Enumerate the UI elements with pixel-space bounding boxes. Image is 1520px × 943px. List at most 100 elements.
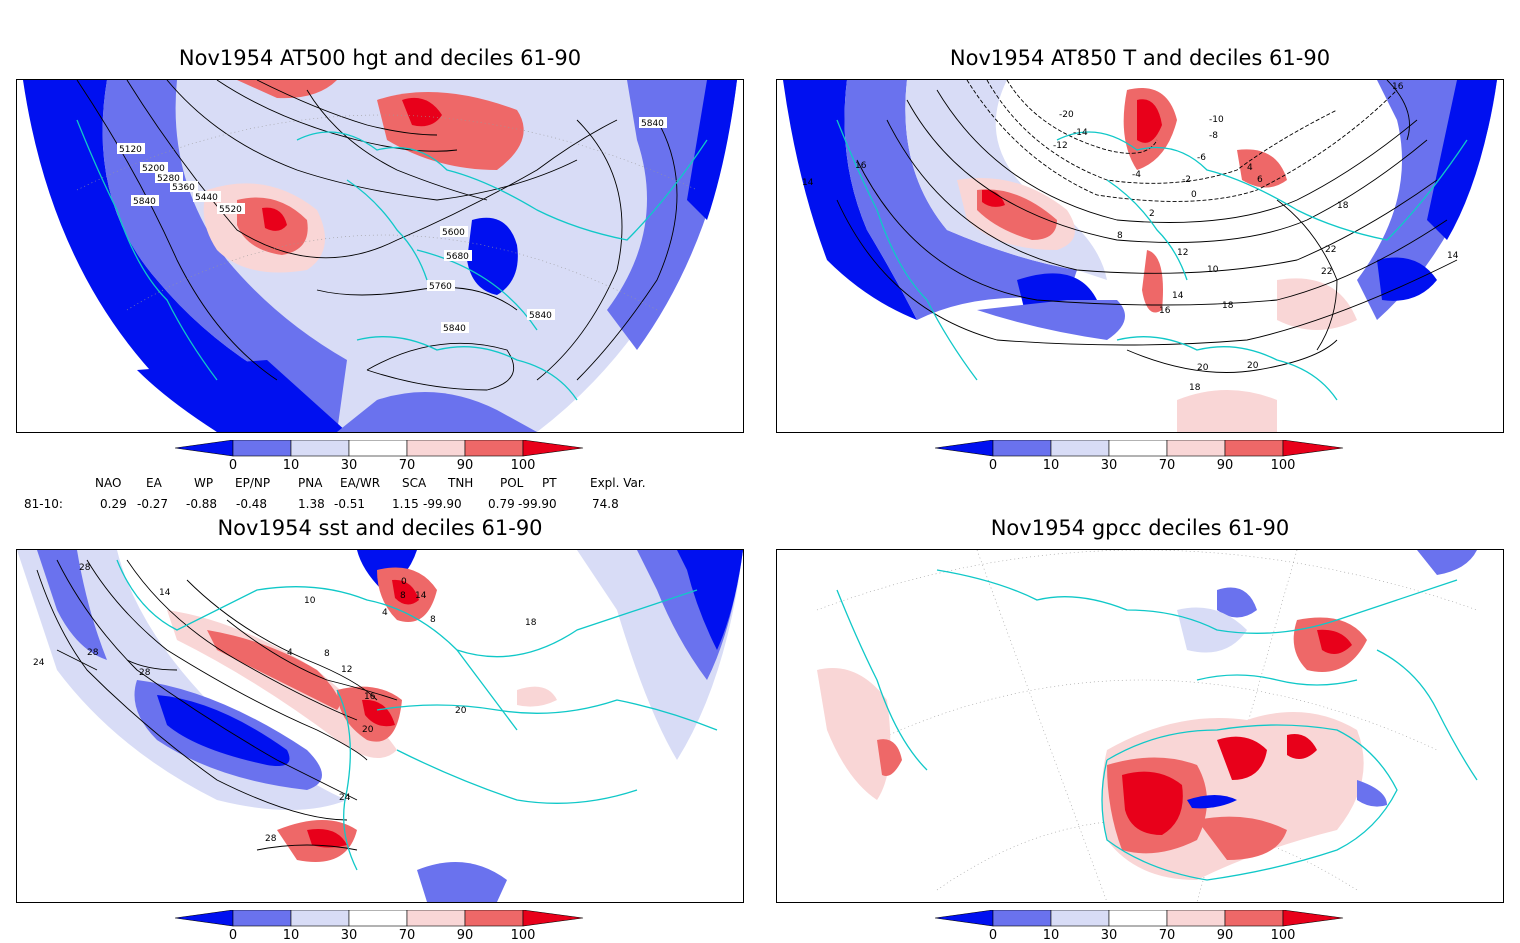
- svg-text:5520: 5520: [219, 205, 242, 215]
- colorbar-tick: 100: [1270, 458, 1296, 473]
- colorbar-swatches: [935, 910, 1344, 927]
- index-header-wp: WP: [194, 476, 214, 490]
- index-value-wp: -0.88: [186, 497, 218, 511]
- decile-above-north-max: [392, 579, 419, 605]
- index-header-pol: POL: [500, 476, 524, 490]
- svg-text:4: 4: [382, 608, 388, 618]
- precip-above-africa-east: [1287, 734, 1317, 759]
- precip-below-east: [1357, 780, 1387, 807]
- svg-text:28: 28: [87, 648, 99, 658]
- index-header-pt: PT: [542, 476, 557, 490]
- svg-text:5200: 5200: [142, 164, 165, 174]
- index-header-tnh: TNH: [448, 476, 474, 490]
- decile-below-south: [337, 392, 537, 432]
- colorbar-tick: 90: [1216, 928, 1234, 943]
- decile-below-east-blue: [1377, 257, 1437, 301]
- colorbar-tick: 30: [340, 458, 358, 473]
- svg-text:12: 12: [1177, 248, 1188, 258]
- svg-text:20: 20: [362, 725, 374, 735]
- colorbar-tick: 70: [398, 458, 416, 473]
- decile-above-central: [1142, 250, 1163, 313]
- map-panel-gpcc: [776, 549, 1504, 903]
- colorbar-tick: 90: [456, 458, 474, 473]
- precip-above-west: [817, 668, 891, 800]
- colorbar-tick: 0: [228, 458, 238, 473]
- svg-text:28: 28: [79, 563, 91, 573]
- contour-labels-t850: -20 -14 -12 -10 -8 -6 -4 -2 0 2 4 6 8 10…: [802, 82, 1459, 393]
- map-sst: 28 24 28 28 14 10 4 8 12 16 20 24 28 20 …: [17, 550, 743, 902]
- svg-text:8: 8: [1117, 231, 1123, 241]
- svg-text:18: 18: [1337, 201, 1349, 211]
- contour-labels-sst: 28 24 28 28 14 10 4 8 12 16 20 24 28 20 …: [33, 563, 537, 844]
- index-value-sca: 1.15: [392, 497, 419, 511]
- decile-below-30-west: [844, 80, 1077, 320]
- svg-text:4: 4: [1247, 163, 1253, 173]
- colorbar-tick: 70: [1158, 928, 1176, 943]
- svg-text:0: 0: [1191, 190, 1197, 200]
- colorbar-tick: 10: [1042, 458, 1060, 473]
- svg-text:5680: 5680: [446, 252, 469, 262]
- colorbar-sst: 0 10 30 70 90 100: [175, 910, 585, 943]
- contour-labels-hgt500: 5120 5200 5280 5360 5440 5520 5600 5680 …: [117, 117, 667, 334]
- precip-above-africa-west-max: [1122, 771, 1183, 835]
- index-row-label: 81-10:: [24, 497, 63, 511]
- decile-above-se: [1277, 278, 1357, 330]
- svg-text:8: 8: [430, 615, 436, 625]
- colorbar-tick: 30: [340, 928, 358, 943]
- index-header-eawr: EA/WR: [340, 476, 381, 490]
- decile-above-arctic: [237, 80, 337, 99]
- svg-text:5840: 5840: [641, 119, 664, 129]
- svg-text:14: 14: [415, 591, 427, 601]
- colorbar-tick: 10: [282, 928, 300, 943]
- decile-below-10-west: [783, 80, 917, 320]
- svg-text:18: 18: [1222, 301, 1234, 311]
- index-header-ea: EA: [146, 476, 162, 490]
- svg-text:20: 20: [455, 706, 467, 716]
- colorbar-tick: 30: [1100, 928, 1118, 943]
- panel-title-gpcc: Nov1954 gpcc deciles 61-90: [990, 516, 1290, 540]
- svg-text:-20: -20: [1059, 110, 1074, 120]
- svg-text:4: 4: [287, 648, 293, 658]
- decile-below-light-south: [977, 300, 1125, 340]
- index-header-sca: SCA: [402, 476, 427, 490]
- decile-below-10-west: [23, 80, 277, 432]
- svg-text:-10: -10: [1209, 115, 1224, 125]
- svg-text:24: 24: [339, 793, 351, 803]
- decile-above-iberia-max: [362, 699, 395, 727]
- index-header-epnp: EP/NP: [235, 476, 271, 490]
- precip-above-africa-central: [1217, 736, 1267, 780]
- decile-above-max: [982, 189, 1005, 207]
- svg-text:-12: -12: [1053, 141, 1068, 151]
- map-hgt500: 5120 5200 5280 5360 5440 5520 5600 5680 …: [23, 80, 737, 432]
- index-value-nao: 0.29: [100, 497, 127, 511]
- index-value-ea: -0.27: [137, 497, 169, 511]
- svg-text:5360: 5360: [172, 183, 195, 193]
- colorbar-tick: 70: [398, 928, 416, 943]
- decile-below-south: [417, 862, 507, 902]
- decile-below-light-west: [17, 550, 347, 810]
- svg-text:8: 8: [400, 591, 406, 601]
- precip-above-west-dark: [877, 739, 902, 776]
- index-value-pna: 1.38: [298, 497, 325, 511]
- svg-text:18: 18: [1189, 383, 1201, 393]
- svg-text:6: 6: [1257, 175, 1263, 185]
- contours-t850: [836, 80, 1458, 373]
- precip-below-ne: [1417, 550, 1477, 575]
- decile-above-east: [1237, 149, 1287, 188]
- precip-below-sahel: [1187, 795, 1237, 809]
- colorbar-tick: 0: [228, 928, 238, 943]
- svg-text:-14: -14: [1073, 128, 1088, 138]
- svg-text:28: 28: [265, 834, 277, 844]
- svg-text:20: 20: [1247, 361, 1259, 371]
- svg-text:24: 24: [33, 658, 45, 668]
- decile-above-south-max: [307, 829, 347, 848]
- index-value-tnh: -99.90: [423, 497, 462, 511]
- colorbar-t850: 0 10 30 70 90 100: [935, 440, 1345, 480]
- precip-above-ne-max: [1317, 629, 1352, 654]
- svg-text:-6: -6: [1197, 153, 1206, 163]
- svg-text:-4: -4: [1132, 170, 1141, 180]
- colorbar-tick: 10: [282, 458, 300, 473]
- colorbar-swatches: [175, 910, 584, 927]
- svg-text:10: 10: [1207, 265, 1219, 275]
- decile-above-max: [262, 207, 287, 231]
